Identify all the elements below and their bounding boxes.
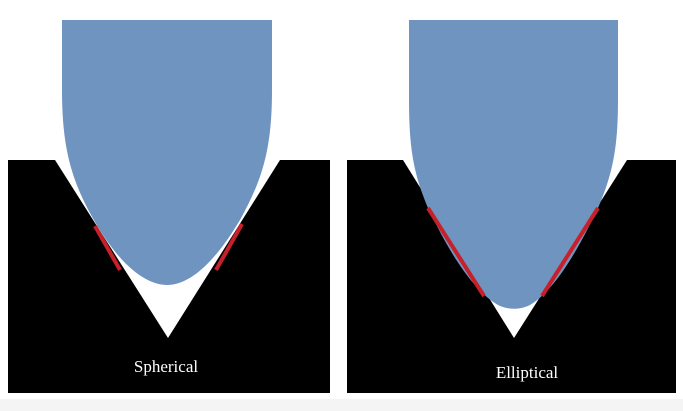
panel-label-elliptical: Elliptical bbox=[496, 363, 559, 382]
panel-label-spherical: Spherical bbox=[134, 357, 198, 376]
stylus-elliptical bbox=[409, 20, 618, 309]
panel-elliptical: Elliptical bbox=[347, 20, 676, 393]
bottom-strip bbox=[0, 399, 683, 411]
contact-line-left-1 bbox=[93, 225, 122, 271]
panel-spherical: Spherical bbox=[8, 20, 330, 393]
contact-line-left-2 bbox=[214, 223, 244, 271]
stylus-spherical bbox=[62, 20, 272, 285]
contact-line-right-2 bbox=[540, 206, 600, 298]
contact-line-right-1 bbox=[426, 206, 486, 298]
workpiece-left bbox=[8, 160, 330, 393]
